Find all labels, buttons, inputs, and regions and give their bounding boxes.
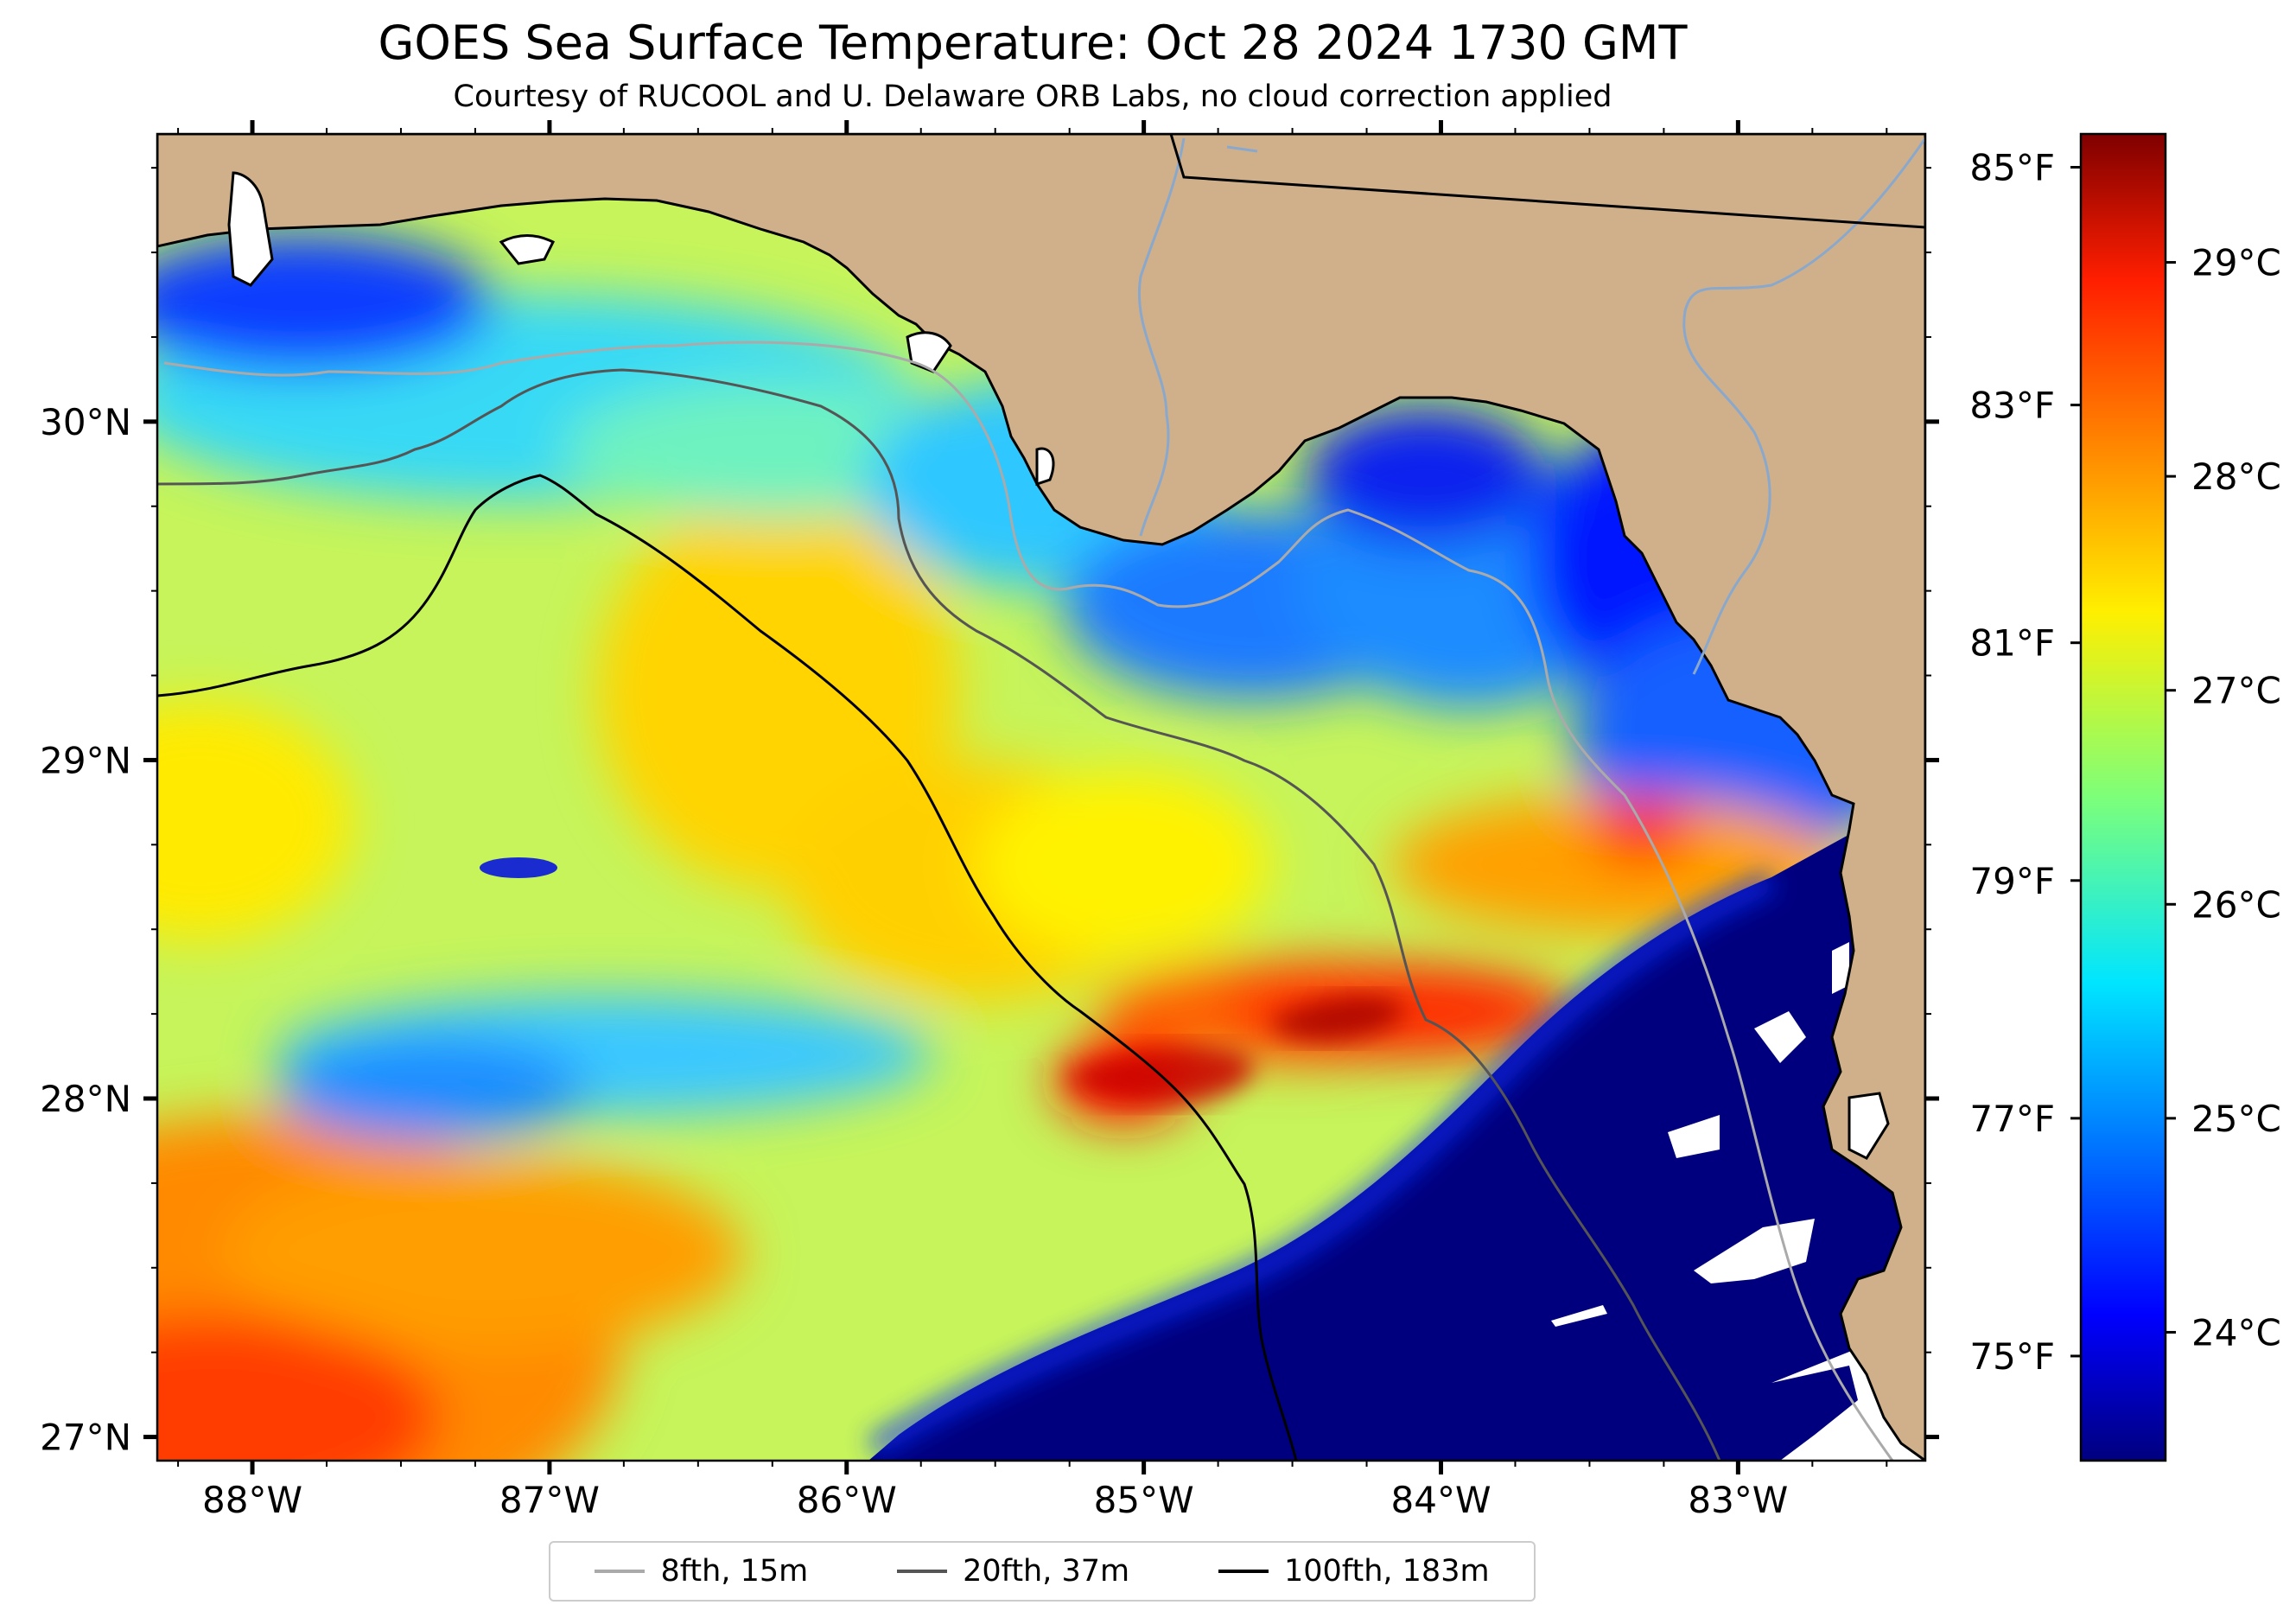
celsius-tick-label: 29°C — [2191, 242, 2281, 284]
celsius-tick-label: 28°C — [2191, 455, 2281, 498]
map-title: GOES Sea Surface Temperature: Oct 28 202… — [378, 16, 1688, 70]
colorbar-gradient — [2081, 134, 2166, 1461]
cold-masked-region — [868, 830, 1925, 1461]
cold-fringe — [867, 871, 1777, 1458]
legend-label-8fth: 8fth, 15m — [660, 1554, 809, 1589]
colorbar-ticks: 24°C 25°C 26°C 27°C 28°C 29°C 75°F 77°F 79°F 81°F… — [1969, 147, 2280, 1378]
legend-item-100fth: 100fth, 183m — [1218, 1554, 1490, 1589]
rivers — [1138, 137, 1925, 675]
bays — [227, 171, 1890, 1160]
lon-tick-label: 88°W — [202, 1479, 302, 1521]
celsius-tick-label: 27°C — [2191, 670, 2281, 712]
isobath-100fth — [157, 474, 1298, 1461]
fahrenheit-tick-label: 75°F — [1969, 1335, 2055, 1378]
state-boundary — [1169, 134, 1925, 229]
fahrenheit-tick-label: 83°F — [1969, 385, 2055, 427]
lat-tick-label: 29°N — [40, 739, 131, 781]
legend-item-20fth: 20fth, 37m — [897, 1554, 1129, 1589]
lon-tick-label: 85°W — [1094, 1479, 1194, 1521]
isobath-legend: 8fth, 15m 20fth, 37m 100fth, 183m — [549, 1541, 1536, 1602]
lat-tick-label: 30°N — [40, 401, 131, 443]
legend-swatch-8fth — [595, 1570, 646, 1573]
isobath-20fth — [157, 368, 1721, 1461]
legend-swatch-100fth — [1218, 1570, 1269, 1573]
land-mass — [157, 134, 1925, 1461]
colorbar-frame — [2079, 132, 2167, 1462]
legend-swatch-20fth — [897, 1570, 948, 1573]
map-panel — [157, 134, 1925, 1461]
lon-tick-label: 87°W — [499, 1479, 600, 1521]
celsius-tick-label: 25°C — [2191, 1098, 2281, 1140]
lon-tick-label: 83°W — [1688, 1479, 1788, 1521]
isobath-8fth — [163, 341, 1894, 1461]
fahrenheit-tick-label: 77°F — [1969, 1098, 2055, 1140]
lat-tick-label: 27°N — [40, 1417, 131, 1459]
lon-tick-label: 84°W — [1391, 1479, 1491, 1521]
lon-tick-label: 86°W — [797, 1479, 897, 1521]
legend-item-8fth: 8fth, 15m — [595, 1554, 808, 1589]
map-frame — [156, 132, 1927, 1462]
fahrenheit-tick-label: 85°F — [1969, 147, 2055, 189]
legend-label-100fth: 100fth, 183m — [1283, 1554, 1490, 1589]
map-ticks: 88°W 87°W 86°W 85°W 84°W 83°W 27°N 28°N 29°N 30°N — [40, 120, 1939, 1521]
celsius-tick-label: 24°C — [2191, 1311, 2281, 1353]
legend-label-20fth: 20fth, 37m — [963, 1554, 1130, 1589]
celsius-tick-label: 26°C — [2191, 883, 2281, 926]
fahrenheit-tick-label: 79°F — [1969, 860, 2055, 902]
map-subtitle: Courtesy of RUCOOL and U. Delaware ORB L… — [453, 80, 1612, 114]
lat-tick-label: 28°N — [40, 1078, 131, 1120]
fahrenheit-tick-label: 81°F — [1969, 622, 2055, 665]
colorbar: 24°C 25°C 26°C 27°C 28°C 29°C 75°F 77°F 79°F 81°F… — [1969, 132, 2281, 1462]
